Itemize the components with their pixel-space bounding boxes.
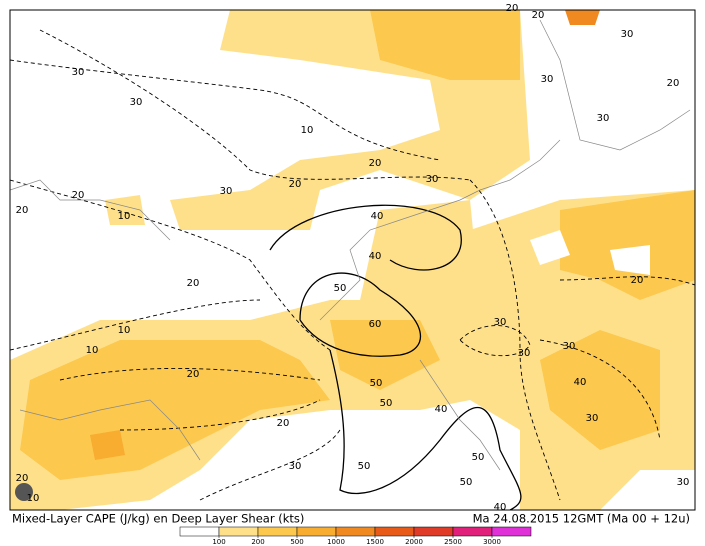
contour-label: 40 [435,404,448,415]
map-frame [9,9,696,511]
colorbar-label: 2000 [405,538,423,546]
contour-label: 20 [369,158,382,169]
map-area [10,10,695,510]
contour-label: 20 [72,190,85,201]
contour-label: 30 [541,74,554,85]
contour-label: 30 [563,341,576,352]
contour-label: 20 [289,179,302,190]
contour-label: 20 [506,3,519,14]
contour-label: 30 [72,67,85,78]
colorbar-swatch [296,526,337,537]
contour-label: 20 [187,278,200,289]
contour-label: 20 [667,78,680,89]
contour-label: 30 [130,97,143,108]
colorbar-label: 200 [251,538,264,546]
colorbar-label: 500 [290,538,303,546]
colorbar-swatch [218,526,259,537]
contour-label: 10 [118,211,131,222]
contour-label: 30 [597,113,610,124]
contour-label: 30 [621,29,634,40]
contour-label: 50 [380,398,393,409]
contour-label: 30 [289,461,302,472]
colorbar-label: 1500 [366,538,384,546]
contour-label: 40 [494,502,507,513]
contour-label: 40 [369,251,382,262]
colorbar-label: 3000 [483,538,501,546]
contour-label: 10 [118,325,131,336]
contour-label: 30 [677,477,690,488]
colorbar-label: 2500 [444,538,462,546]
contour-label: 20 [16,473,29,484]
contour-label: 50 [358,461,371,472]
contour-label: 10 [86,345,99,356]
contour-label: 10 [301,125,314,136]
contour-label: 30 [426,174,439,185]
contour-label: 40 [574,377,587,388]
colorbar-label: 100 [212,538,225,546]
caption-right: Ma 24.08.2015 12GMT (Ma 00 + 12u) [473,512,690,526]
logo [15,483,33,501]
contour-label: 50 [460,477,473,488]
colorbar-swatch [335,526,376,537]
colorbar-swatch [374,526,415,537]
contour-label: 20 [532,10,545,21]
contour-label: 30 [586,413,599,424]
contour-label: 60 [369,319,382,330]
colorbar-swatch [257,526,298,537]
colorbar-swatch [452,526,493,537]
contour-label: 30 [220,186,233,197]
colorbar-swatch [179,526,220,537]
contour-label: 10 [27,493,40,504]
contour-label: 30 [494,317,507,328]
colorbar-swatch [491,526,532,537]
contour-label: 30 [518,348,531,359]
contour-label: 20 [277,418,290,429]
contour-label: 50 [472,452,485,463]
contour-label: 50 [370,378,383,389]
colorbar-label: 1000 [327,538,345,546]
contour-label: 20 [631,275,644,286]
contour-label: 40 [371,211,384,222]
contour-label: 20 [187,369,200,380]
contour-label: 50 [334,283,347,294]
contour-label: 20 [16,205,29,216]
caption-left: Mixed-Layer CAPE (J/kg) en Deep Layer Sh… [12,512,304,526]
colorbar-swatch [413,526,454,537]
